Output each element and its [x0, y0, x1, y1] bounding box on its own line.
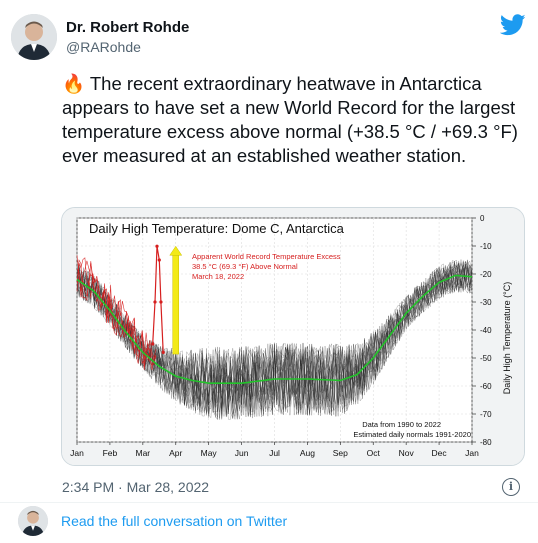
- series-2022-early: [76, 260, 157, 371]
- y-tick-label: -10: [480, 242, 492, 251]
- chart-note-1: Data from 1990 to 2022: [362, 420, 441, 429]
- x-tick-label: Feb: [103, 448, 118, 458]
- historical-series: [76, 262, 473, 416]
- x-tick-label: Jan: [70, 448, 84, 458]
- record-point: [161, 350, 165, 354]
- info-icon[interactable]: i: [502, 478, 520, 496]
- record-2022-line: [152, 246, 164, 353]
- annotation-line-3: March 18, 2022: [192, 272, 244, 281]
- excess-arrow-shaft: [172, 254, 179, 355]
- y-tick-label: -40: [480, 326, 492, 335]
- twitter-bird-icon[interactable]: [500, 14, 526, 36]
- historical-series: [76, 259, 473, 417]
- fire-emoji-icon: 🔥: [62, 73, 86, 94]
- author-avatar[interactable]: [11, 14, 57, 60]
- x-tick-label: Jan: [465, 448, 479, 458]
- y-tick-label: -30: [480, 298, 492, 307]
- x-tick-label: Nov: [399, 448, 415, 458]
- chart-image[interactable]: 0 -10 -20 -30 -40 -50 -60 -70 -80 Jan Feb Mar Apr May…: [61, 207, 525, 466]
- y-tick-label: -20: [480, 270, 492, 279]
- historical-series: [76, 260, 473, 417]
- x-tick-label: Aug: [300, 448, 315, 458]
- author-name[interactable]: Dr. Robert Rohde: [66, 19, 190, 36]
- normals-line: [76, 274, 473, 384]
- excess-arrow-head: [169, 245, 183, 256]
- author-handle[interactable]: @RARohde: [66, 39, 141, 55]
- x-tick-label: Mar: [136, 448, 151, 458]
- x-tick-label: Dec: [432, 448, 448, 458]
- author-avatar-small[interactable]: [18, 506, 48, 536]
- historical-series: [76, 263, 473, 420]
- tweet-body: The recent extraordinary heatwave in Ant…: [62, 73, 518, 166]
- record-point: [153, 300, 157, 304]
- chart-title: Daily High Temperature: Dome C, Antarcti…: [89, 221, 345, 236]
- x-tick-label: Apr: [169, 448, 182, 458]
- divider: [0, 502, 538, 503]
- tweet-timestamp[interactable]: 2:34 PM · Mar 28, 2022: [62, 479, 210, 495]
- x-tick-label: Jul: [269, 448, 280, 458]
- x-tick-label: Oct: [367, 448, 381, 458]
- record-point: [159, 300, 163, 304]
- annotation-line-1: Apparent World Record Temperature Excess: [192, 252, 341, 261]
- chart-note-2: Estimated daily normals 1991-2020: [353, 430, 471, 439]
- tweet-text: 🔥 The recent extraordinary heatwave in A…: [62, 72, 532, 168]
- read-conversation-link[interactable]: Read the full conversation on Twitter: [61, 513, 288, 529]
- y-tick-label: 0: [480, 214, 485, 223]
- y-tick-label: -60: [480, 382, 492, 391]
- y-tick-label: -70: [480, 410, 492, 419]
- record-point: [155, 244, 159, 248]
- series-2022-early: [76, 257, 157, 371]
- historical-series: [76, 269, 473, 416]
- annotation-line-2: 38.5 °C (69.3 °F) Above Normal: [192, 262, 298, 271]
- record-point: [151, 342, 155, 346]
- x-tick-label: Sep: [333, 448, 348, 458]
- record-point: [157, 258, 161, 262]
- y-tick-label: -80: [480, 438, 492, 447]
- x-tick-label: Jun: [235, 448, 249, 458]
- x-tick-label: May: [201, 448, 218, 458]
- y-tick-label: -50: [480, 354, 492, 363]
- chart-ylabel: Daily High Temperature (°C): [502, 282, 512, 394]
